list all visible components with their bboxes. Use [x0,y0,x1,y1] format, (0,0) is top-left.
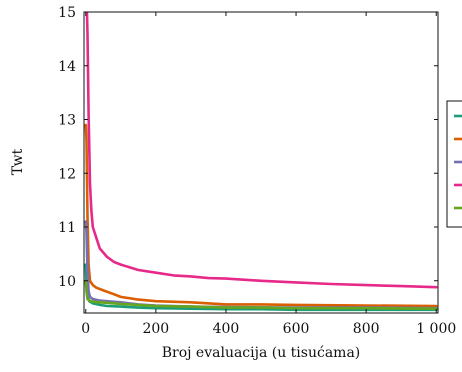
y-axis-label: Twt [10,148,26,175]
plot-frame [83,11,439,314]
y-tick-label: 13 [58,113,76,129]
legend-entries [454,114,462,210]
x-tick-label: 400 [213,321,240,337]
legend [446,100,462,228]
series-line-1 [84,263,438,312]
axis-layer: 0 200 400 600 800 1 000 10 11 12 13 14 15 [58,5,456,337]
series-layer [84,12,438,312]
series-line-3 [84,220,438,310]
series-line-5 [84,279,438,311]
series-line-2 [84,123,438,308]
series-line-4 [85,12,438,289]
y-tick-label: 12 [58,166,76,182]
y-tick-label: 11 [58,220,76,236]
x-axis-label: Broj evaluacija (u tisućama) [162,345,361,361]
x-tick-label: 200 [142,321,169,337]
x-tick-label: 600 [283,321,310,337]
legend-box [446,100,462,228]
y-tick-label: 10 [58,274,76,290]
y-tick-label: 14 [58,59,76,75]
x-tick-label: 0 [81,321,90,337]
y-tick-label: 15 [58,5,76,21]
x-tick-label: 800 [353,321,380,337]
x-tick-label: 1 000 [416,321,456,337]
